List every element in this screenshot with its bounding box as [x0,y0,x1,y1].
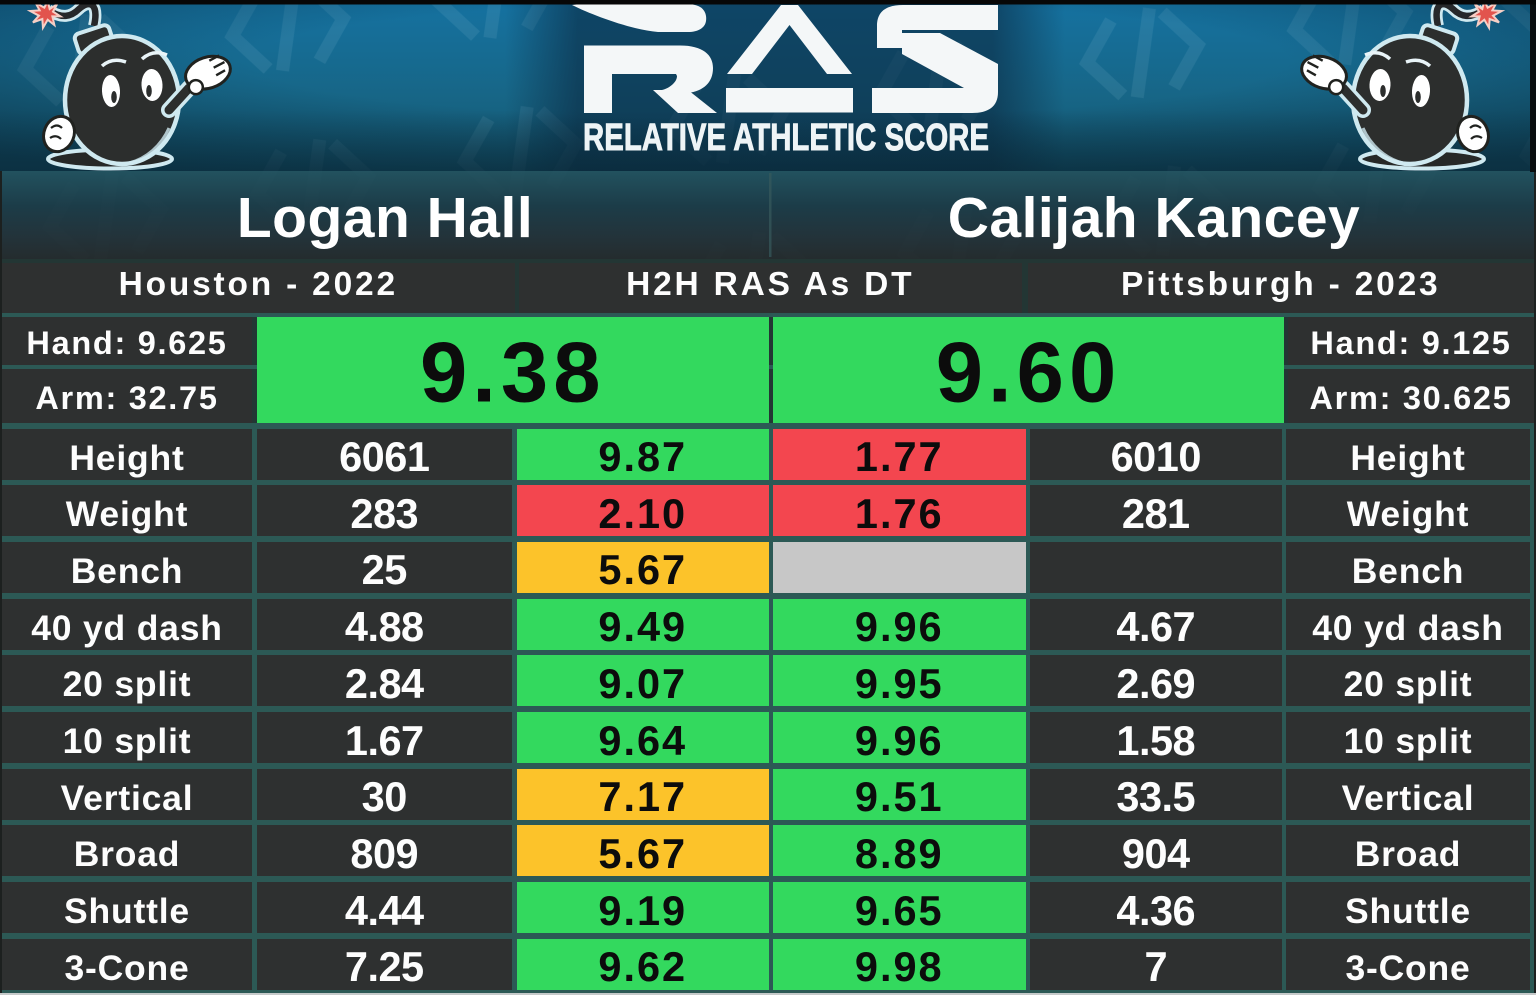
svg-text:RELATIVE ATHLETIC SCORE: RELATIVE ATHLETIC SCORE [583,117,989,159]
